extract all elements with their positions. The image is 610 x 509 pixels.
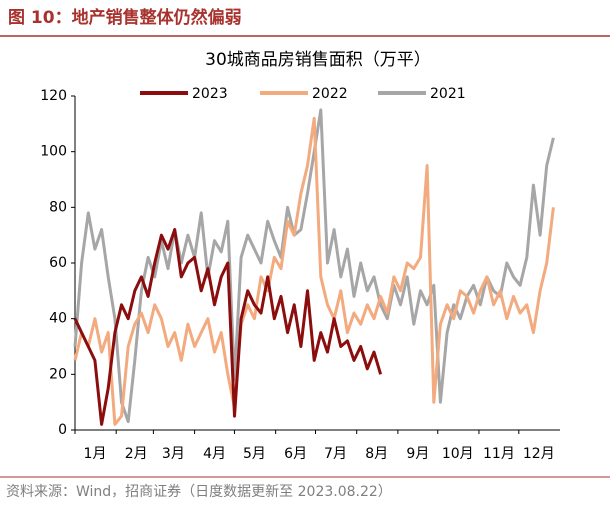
x-tick-label: 6月 <box>284 446 307 462</box>
series-line <box>73 116 555 426</box>
series-line <box>73 108 555 424</box>
y-tick-label: 0 <box>58 422 67 438</box>
x-tick-label: 11月 <box>483 446 515 462</box>
legend-label: 2022 <box>312 86 348 102</box>
x-tick-label: 5月 <box>243 446 266 462</box>
x-tick-label: 2月 <box>125 446 148 462</box>
y-tick-label: 40 <box>49 311 67 327</box>
x-tick-label: 12月 <box>523 446 555 462</box>
y-tick-label: 20 <box>49 366 67 382</box>
footer-source: 资料来源：Wind，招商证券（日度数据更新至 2023.08.22） <box>6 484 392 500</box>
x-tick-label: 7月 <box>324 446 347 462</box>
x-tick-label: 4月 <box>203 446 226 462</box>
legend-label: 2021 <box>430 86 466 102</box>
x-tick-label: 10月 <box>442 446 474 462</box>
y-tick-label: 120 <box>40 88 67 104</box>
y-tick-label: 100 <box>40 144 67 160</box>
series-line <box>73 228 383 426</box>
header-title: 图 10：地产销售整体仍然偏弱 <box>8 7 242 28</box>
x-tick-label: 9月 <box>406 446 429 462</box>
y-tick-label: 60 <box>49 255 67 271</box>
y-tick-label: 80 <box>49 199 67 215</box>
chart-title: 30城商品房销售面积（万平） <box>205 50 431 70</box>
x-tick-label: 3月 <box>162 446 185 462</box>
legend-label: 2023 <box>192 86 228 102</box>
x-tick-label: 8月 <box>365 446 388 462</box>
x-tick-label: 1月 <box>84 446 107 462</box>
